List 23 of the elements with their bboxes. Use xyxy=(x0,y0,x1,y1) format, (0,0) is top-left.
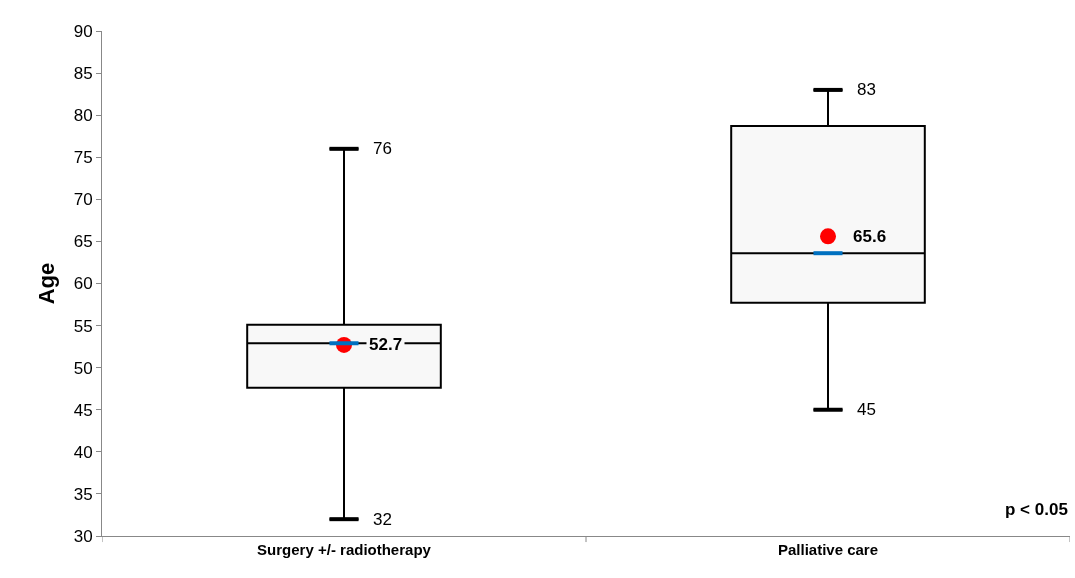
y-tick-label: 40 xyxy=(73,442,93,462)
y-tick-label: 45 xyxy=(73,400,93,420)
y-tick-label: 75 xyxy=(73,148,93,168)
annotation: 45 xyxy=(857,400,876,419)
annotation: 76 xyxy=(373,139,392,158)
y-tick-label: 65 xyxy=(73,232,93,252)
data-label: 52.7 xyxy=(369,335,403,354)
x-tick-label: Palliative care xyxy=(777,541,879,558)
y-tick-label: 55 xyxy=(73,316,93,336)
annotation: p < 0.05 xyxy=(1005,500,1068,519)
y-axis-title: Age xyxy=(34,262,60,305)
data-label: 65.6 xyxy=(853,227,887,246)
y-tick-label: 50 xyxy=(73,358,93,378)
annotation: 32 xyxy=(373,510,392,529)
y-tick-label: 35 xyxy=(73,484,93,504)
y-tick-label: 85 xyxy=(73,64,93,84)
y-tick-label: 90 xyxy=(73,21,93,41)
y-tick-label: 80 xyxy=(73,106,93,126)
y-tick-label: 70 xyxy=(73,190,93,210)
y-tick-label: 60 xyxy=(73,274,93,294)
annotation: 83 xyxy=(857,80,876,99)
y-tick-label: 30 xyxy=(73,526,93,546)
x-tick-label: Surgery +/- radiotherapy xyxy=(257,541,432,558)
